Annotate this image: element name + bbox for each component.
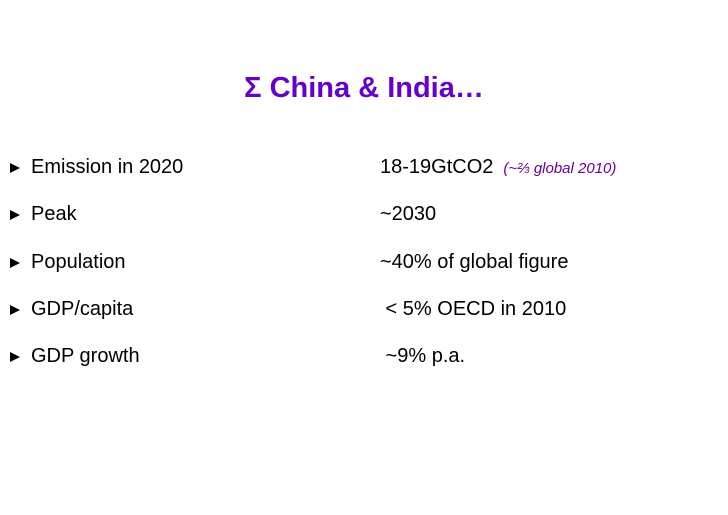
bullet-icon [10,258,20,268]
row-value: < 5% OECD in 2010 [380,298,567,320]
row-label: Peak [31,203,77,225]
bullet-row-gdp-capita: GDP/capita < 5% OECD in 2010 [0,294,728,324]
row-label: Emission in 2020 [31,156,184,178]
slide-title: Σ China & India… [244,72,484,104]
bullet-row-gdp-growth: GDP growth ~9% p.a. [0,341,728,371]
bullet-row-peak: Peak ~2030 [0,199,728,229]
row-value: ~2030 [380,203,437,225]
row-value-text: 18-19GtCO2 [380,156,494,178]
row-note: (~⅔ global 2010) [503,160,617,177]
bullet-icon [10,305,20,315]
bullet-row-population: Population ~40% of global figure [0,247,728,277]
bullet-row-emission: Emission in 2020 18-19GtCO2 (~⅔ global 20… [0,152,728,182]
bullet-icon [10,210,20,220]
row-value: ~40% of global figure [380,251,569,273]
row-label: GDP/capita [31,298,134,320]
row-label: GDP growth [31,345,140,367]
row-label: Population [31,251,126,273]
row-value: ~9% p.a. [380,345,466,367]
bullet-icon [10,352,20,362]
row-value: 18-19GtCO2 (~⅔ global 2010) [380,152,616,184]
bullet-icon [10,163,20,173]
